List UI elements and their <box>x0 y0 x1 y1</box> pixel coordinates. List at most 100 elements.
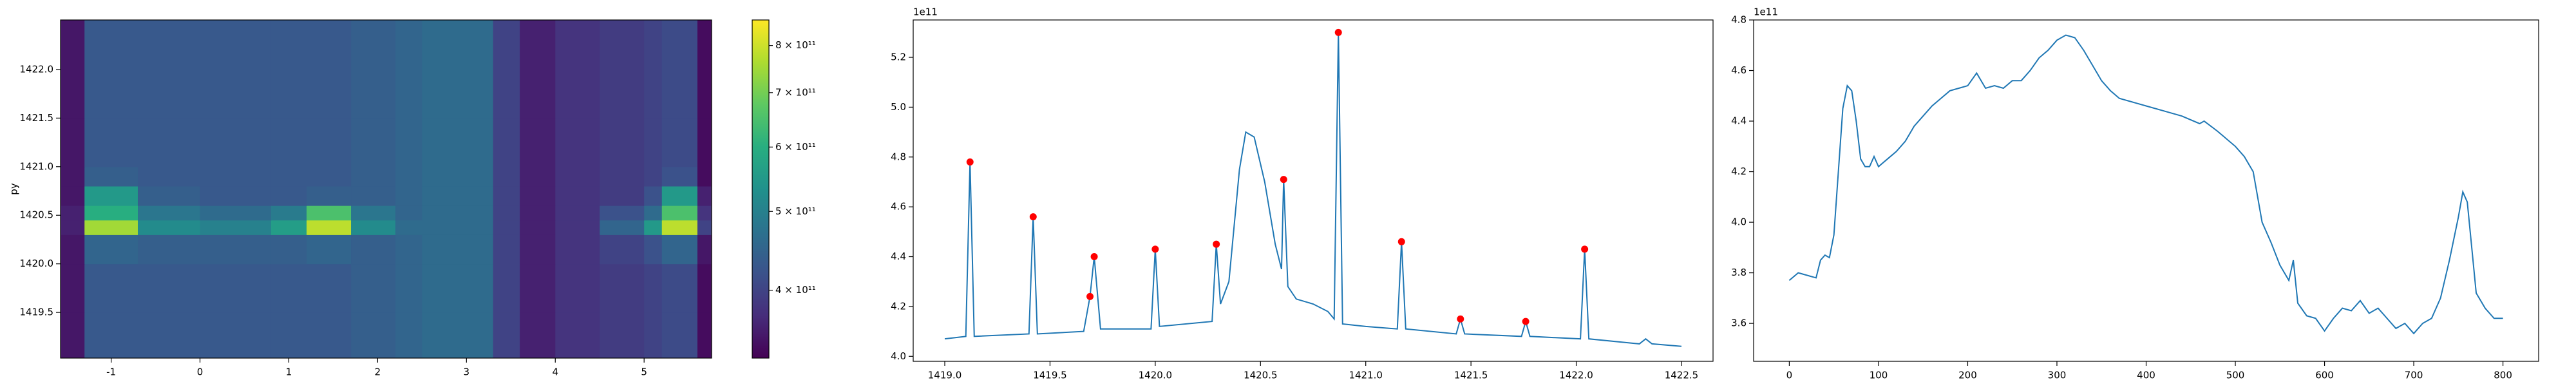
heatmap-cell <box>395 263 422 313</box>
heatmap-cell <box>661 312 698 359</box>
heatmap-cell <box>422 69 494 119</box>
heatmap-cell <box>644 205 663 221</box>
heatmap-cell <box>661 20 698 70</box>
heatmap-cell <box>307 263 352 313</box>
heatmap-cell <box>137 220 201 235</box>
heatmap-cell <box>644 166 663 187</box>
heatmap-cell <box>137 312 201 359</box>
x-tick-label: 1421.5 <box>1454 370 1488 381</box>
x-tick-label: 3 <box>464 366 470 378</box>
heatmap-cell <box>697 220 712 235</box>
y-tick-label: 1421.0 <box>20 160 54 172</box>
heatmap-cell <box>84 312 138 359</box>
heatmap-cell <box>493 312 520 359</box>
heatmap-cell <box>270 220 307 235</box>
heatmap-cell <box>307 69 352 119</box>
heatmap-cell <box>137 185 201 206</box>
heatmap-cell <box>61 185 85 206</box>
heatmap-cell <box>270 20 307 70</box>
heatmap-cell <box>493 185 520 206</box>
heatmap-cell <box>661 118 698 167</box>
y-tick-label: 4.0 <box>891 350 906 362</box>
heatmap-cell <box>600 312 645 359</box>
heatmap-cell <box>520 312 556 359</box>
x-tick-label: 500 <box>2226 370 2245 381</box>
peak-marker <box>1397 238 1405 245</box>
heatmap-cell <box>200 220 272 235</box>
peak-marker <box>1151 245 1159 253</box>
heatmap-cell <box>351 205 396 221</box>
heatmap-cell <box>697 205 712 221</box>
heatmap-cell <box>493 69 520 119</box>
heatmap-cell <box>270 118 307 167</box>
colorbar-tick-label: 7 × 10¹¹ <box>775 86 816 98</box>
heatmap-cell <box>351 166 396 187</box>
y-tick-label: 1421.5 <box>20 112 54 124</box>
heatmap-cell <box>555 312 600 359</box>
peak-marker <box>1086 292 1094 300</box>
heatmap-cell <box>661 220 698 235</box>
heatmap-cell <box>137 118 201 167</box>
heatmap-cell <box>697 20 712 70</box>
heatmap-cell <box>493 220 520 235</box>
heatmap-cell <box>84 220 138 235</box>
y-tick-label: 4.2 <box>891 300 906 312</box>
heatmap-cell <box>200 205 272 221</box>
x-tick-label: 1420.0 <box>1139 370 1173 381</box>
heatmap-cell <box>200 234 272 265</box>
heatmap-cell <box>520 69 556 119</box>
heatmap-cell <box>270 69 307 119</box>
heatmap-cell <box>61 312 85 359</box>
y-tick-label: 4.0 <box>1731 216 1747 228</box>
heatmap-cell <box>395 220 422 235</box>
heatmap-cell <box>555 205 600 221</box>
heatmap-cell <box>520 118 556 167</box>
peak-marker <box>1581 245 1589 253</box>
heatmap-cell <box>200 312 272 359</box>
heatmap-cell <box>600 220 645 235</box>
y-tick-label: 5.2 <box>891 52 906 63</box>
heatmap-cell <box>422 312 494 359</box>
heatmap-cell <box>395 205 422 221</box>
heatmap-cell <box>555 69 600 119</box>
heatmap-cell <box>307 234 352 265</box>
y-tick-label: 4.4 <box>1731 115 1747 127</box>
heatmap-cell <box>351 234 396 265</box>
heatmap-cell <box>270 166 307 187</box>
heatmap-cell <box>600 263 645 313</box>
peak-marker <box>1090 253 1098 261</box>
heatmap-cell <box>661 166 698 187</box>
heatmap-cell <box>697 312 712 359</box>
y-tick-label: 5.0 <box>891 101 906 113</box>
heatmap-cell <box>137 263 201 313</box>
heatmap-cell <box>84 205 138 221</box>
heatmap-cell <box>493 166 520 187</box>
x-tick-label: -1 <box>106 366 116 378</box>
heatmap-cell <box>555 118 600 167</box>
peak-marker <box>1213 240 1220 248</box>
heatmap-cell <box>422 263 494 313</box>
heatmap-cell <box>61 69 85 119</box>
heatmap-cell <box>697 118 712 167</box>
heatmap-cell <box>520 234 556 265</box>
y-tick-label: 4.4 <box>891 251 906 262</box>
x-tick-label: 600 <box>2315 370 2334 381</box>
heatmap-cell <box>61 220 85 235</box>
heatmap-cell <box>200 69 272 119</box>
heatmap-cell <box>200 118 272 167</box>
x-tick-label: 1420.5 <box>1244 370 1278 381</box>
x-tick-label: 700 <box>2405 370 2423 381</box>
x-tick-label: 1421.0 <box>1349 370 1383 381</box>
heatmap-cell <box>644 220 663 235</box>
y-tick-label: 4.8 <box>891 151 906 162</box>
heatmap-cell <box>200 166 272 187</box>
heatmap-cell <box>555 263 600 313</box>
x-tick-label: 1422.0 <box>1559 370 1593 381</box>
heatmap-cell <box>661 205 698 221</box>
heatmap-cell <box>395 312 422 359</box>
heatmap-cell <box>493 20 520 70</box>
heatmap-cell <box>493 263 520 313</box>
heatmap-cell <box>137 69 201 119</box>
heatmap-cell <box>351 185 396 206</box>
y-tick-label: 4.8 <box>1731 14 1747 26</box>
